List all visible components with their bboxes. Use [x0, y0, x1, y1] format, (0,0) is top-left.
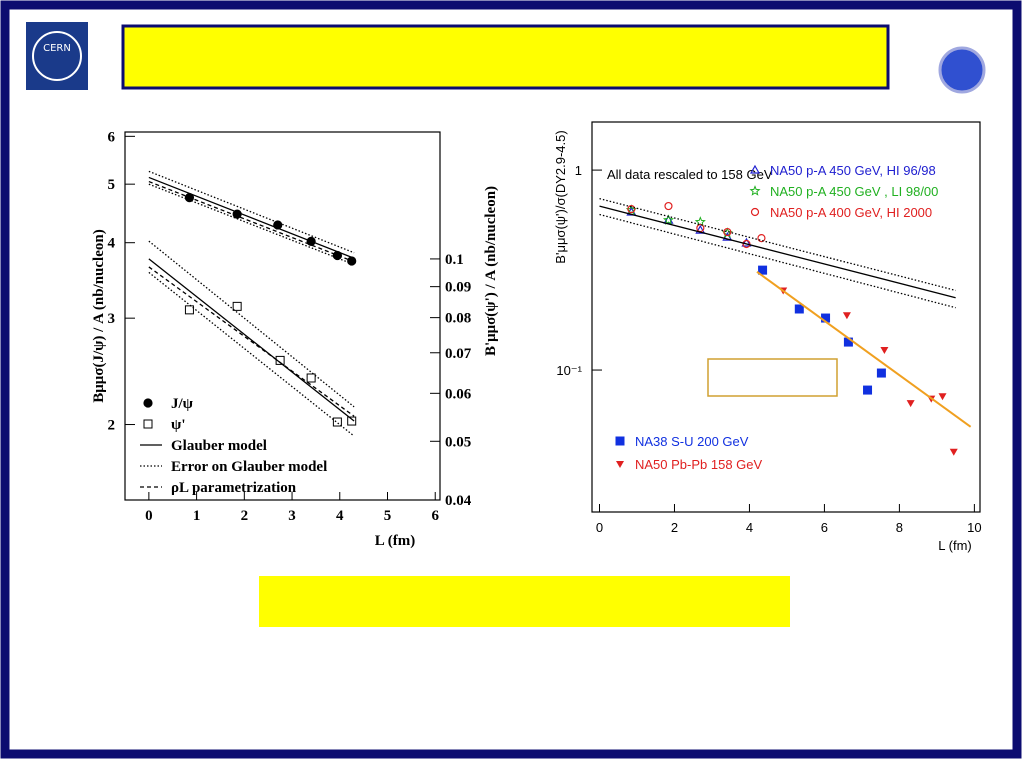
x-tick-label: 0	[596, 520, 603, 535]
logo-right	[938, 46, 986, 94]
fit-line	[756, 270, 972, 428]
marker	[662, 214, 675, 225]
x-tick-label: 6	[821, 520, 828, 535]
marker	[184, 305, 194, 315]
legend-label: NA50 Pb-Pb 158 GeV	[635, 457, 763, 472]
x-tick-label: 1	[193, 508, 201, 524]
logo-text: CERN	[43, 43, 71, 54]
fit-line	[148, 266, 355, 417]
marker	[880, 346, 889, 354]
y-tick-label: 4	[108, 236, 116, 252]
y-axis-label: B'μμσ(ψ')/σ(DY2.9-4.5)	[553, 130, 568, 263]
marker	[906, 400, 915, 408]
y2-tick-label: 0.04	[445, 493, 472, 509]
y2-tick-label: 0.07	[445, 346, 472, 362]
marker	[143, 419, 153, 429]
chart-right: 0 2 4 6 8 10 10⁻¹ 1 L (fm) B'μμσ(ψ')/σ(DY2.9-4.5)…	[553, 121, 982, 553]
marker	[143, 398, 153, 408]
x-tick-label: 5	[384, 508, 392, 524]
marker	[876, 368, 886, 378]
marker	[332, 417, 342, 427]
marker	[758, 265, 768, 275]
legend-label: ρL parametrization	[171, 480, 297, 496]
marker	[723, 227, 732, 237]
caption-box	[259, 576, 790, 627]
marker	[794, 304, 804, 314]
y2-tick-label: 0.1	[445, 252, 464, 268]
marker	[627, 205, 636, 214]
y-axis-label: Bμμσ(J/ψ) / A (nb/nucleon)	[91, 229, 107, 402]
legend-label: Glauber model	[171, 438, 267, 454]
marker	[749, 164, 761, 174]
x-tick-label: 10	[967, 520, 981, 535]
y2-axis-label: B'μμσ(ψ') / A (nb/nucleon)	[483, 186, 499, 356]
x-tick-label: 4	[336, 508, 344, 524]
marker	[842, 312, 851, 320]
x-tick-label: 3	[288, 508, 296, 524]
fit-line	[148, 176, 355, 259]
x-axis-label: L (fm)	[938, 538, 971, 553]
legend-label: NA38 S-U 200 GeV	[635, 434, 749, 449]
marker	[616, 461, 624, 468]
x-tick-label: 4	[746, 520, 753, 535]
y-tick-label: 1	[575, 163, 582, 178]
y-tick-label: 5	[108, 177, 116, 193]
marker	[695, 224, 706, 234]
marker	[949, 448, 958, 456]
x-axis-label: L (fm)	[375, 533, 415, 549]
marker	[232, 301, 242, 311]
plot-frame	[591, 121, 981, 513]
legend-label: NA50 p-A 450 GeV, HI 96/98	[770, 163, 936, 178]
y2-tick-label: 0.09	[445, 280, 471, 296]
marker	[757, 233, 766, 243]
marker	[663, 214, 674, 224]
marker	[347, 416, 357, 426]
marker	[750, 207, 760, 217]
x-tick-label: 2	[241, 508, 249, 524]
legend-label: J/ψ	[171, 396, 194, 412]
fit-line	[148, 180, 355, 263]
y-tick-label: 6	[108, 129, 116, 145]
marker	[741, 237, 752, 247]
fit-line	[148, 258, 355, 422]
x-tick-label: 6	[431, 508, 439, 524]
x-tick-label: 2	[671, 520, 678, 535]
y2-tick-label: 0.08	[445, 311, 471, 327]
x-tick-label: 8	[896, 520, 903, 535]
annotation: All data rescaled to 158 GeV	[607, 167, 773, 182]
legend-label: NA50 p-A 450 GeV , LI 98/00	[770, 184, 938, 199]
marker	[742, 239, 751, 249]
y2-tick-label: 0.06	[445, 386, 472, 402]
marker	[306, 373, 316, 383]
y-tick-label: 3	[108, 311, 116, 327]
marker	[749, 185, 761, 196]
logo-box	[26, 22, 88, 90]
title-box	[121, 24, 890, 90]
fit-line	[599, 205, 956, 299]
marker	[938, 393, 947, 401]
marker	[664, 201, 673, 211]
y-tick-label: 10⁻¹	[556, 363, 582, 378]
x-tick-label: 0	[145, 508, 153, 524]
y-tick-label: 2	[108, 418, 116, 434]
legend-label: NA50 p-A 400 GeV, HI 2000	[770, 205, 932, 220]
logo-ring	[32, 31, 82, 81]
highlight-box	[707, 358, 838, 397]
legend-label: Error on Glauber model	[171, 459, 327, 475]
legend-label: ψ'	[171, 417, 186, 433]
marker	[275, 355, 285, 365]
marker	[863, 385, 873, 395]
plot-frame	[124, 131, 441, 501]
y2-tick-label: 0.05	[445, 434, 471, 450]
marker	[615, 436, 625, 446]
chart-left: 0 1 2 3 4 5 6 2 3 4 5 6 0.04 0.05 0.06 0.07 0.08 0.09 0.1 L…	[91, 129, 499, 549]
